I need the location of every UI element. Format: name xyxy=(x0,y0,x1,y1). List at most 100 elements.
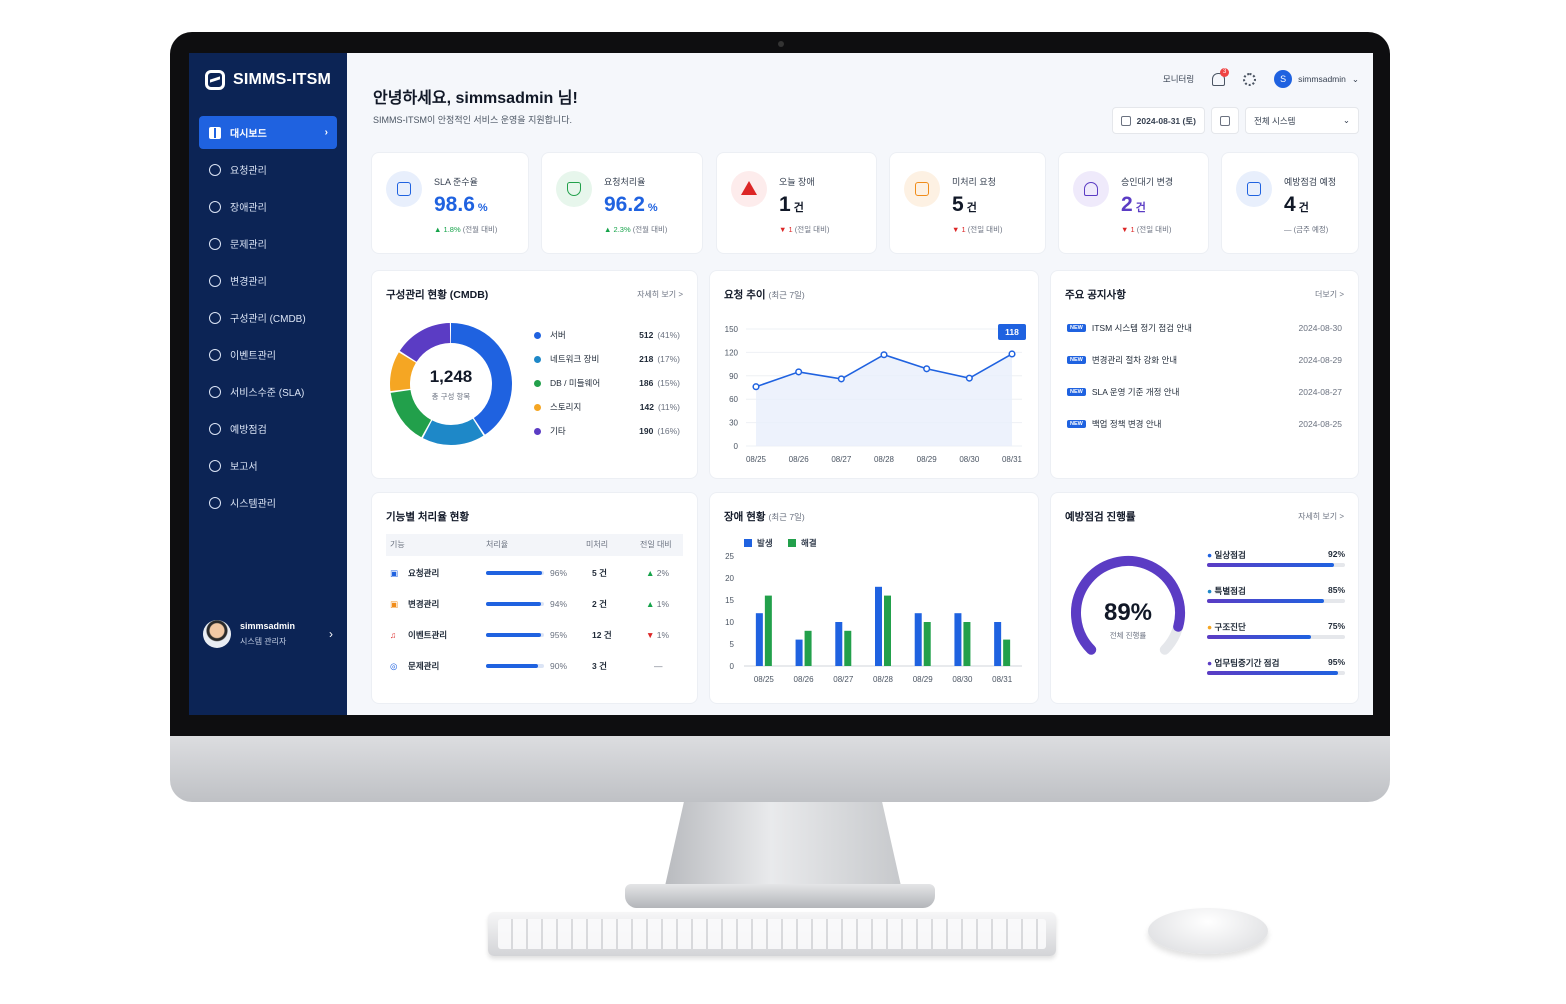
clipboard-calendar-icon xyxy=(1236,171,1272,207)
user-menu[interactable]: S simmsadmin ⌄ xyxy=(1274,70,1359,88)
notification-bell-icon[interactable]: 3 xyxy=(1212,67,1230,86)
notice-date: 2024-08-27 xyxy=(1298,387,1342,397)
sidebar-item-incident[interactable]: 장애관리 xyxy=(199,190,337,223)
system-select[interactable]: 전체 시스템 ⌄ xyxy=(1245,107,1359,134)
rate-bar-fill xyxy=(486,664,539,668)
line-area xyxy=(756,353,1012,446)
row-delta: ▼ 1% xyxy=(646,624,669,646)
kpi-number: 1 xyxy=(779,193,791,216)
request-trend-chart: 0 30 60 90 120 150 08/25 08/26 08/27 08/28 08/29 08… xyxy=(725,323,1026,464)
progress-track xyxy=(1207,635,1345,639)
rate-bar-fill xyxy=(486,571,542,575)
donut-slice xyxy=(390,323,512,445)
column-header: 처리율 xyxy=(486,540,509,549)
notice-item[interactable]: NEW 변경관리 절차 강화 안내 2024-08-29 xyxy=(1067,353,1342,367)
kpi-request-rate[interactable]: 요청처리율 96.2% ▲ 2.3% (전월 대비) xyxy=(541,152,703,254)
sidebar-item-event[interactable]: 이벤트관리 xyxy=(199,338,337,371)
legend-value: 512 xyxy=(639,330,654,340)
rate-bar xyxy=(486,571,544,575)
user-profile[interactable]: simmsadmin 시스템 관리자 › xyxy=(203,616,333,652)
bell-icon xyxy=(1084,182,1098,196)
y-tick-label: 10 xyxy=(725,618,734,627)
calendar-icon xyxy=(1220,115,1230,126)
bar xyxy=(764,595,772,666)
kpi-delta-note: (금주 예정) xyxy=(1293,225,1329,234)
sidebar-item-dashboard[interactable]: 대시보드 › xyxy=(199,116,337,149)
clipboard-icon xyxy=(1247,182,1261,196)
legend-value: 142 xyxy=(639,402,654,412)
bar xyxy=(795,639,803,666)
logo-icon xyxy=(205,70,225,90)
notice-item[interactable]: NEW SLA 운영 기준 개정 안내 2024-08-27 xyxy=(1067,385,1342,399)
notices-card: 주요 공지사항 더보기 > NEW ITSM 시스템 정기 점검 안내 2024-0… xyxy=(1050,270,1359,479)
trend-down-icon: ▼ xyxy=(779,225,787,234)
sidebar-item-cmdb[interactable]: 구성관리 (CMDB) xyxy=(199,301,337,334)
notice-item[interactable]: NEW ITSM 시스템 정기 점검 안내 2024-08-30 xyxy=(1067,321,1342,335)
sidebar-item-change[interactable]: 변경관리 xyxy=(199,264,337,297)
sidebar-item-report[interactable]: 보고서 xyxy=(199,449,337,482)
card-title: 주요 공지사항 xyxy=(1065,289,1126,301)
progress-label: 특별점검 xyxy=(1214,586,1246,596)
gauge-fill xyxy=(1071,556,1185,655)
calendar-button[interactable] xyxy=(1211,107,1239,134)
notices-more-link[interactable]: 더보기 > xyxy=(1315,290,1344,299)
data-point xyxy=(923,365,931,373)
date-picker[interactable]: 2024-08-31 (토) xyxy=(1111,107,1205,134)
keyboard-keys xyxy=(498,919,1046,949)
kpi-label: 오늘 장애 xyxy=(779,177,815,187)
progress-track xyxy=(1207,671,1345,675)
progress-item: ● 업무팀중기간 점검 95% xyxy=(1207,657,1345,675)
value-callout xyxy=(998,323,1026,340)
bar xyxy=(994,622,1002,666)
notice-item[interactable]: NEW 백업 정책 변경 안내 2024-08-25 xyxy=(1067,417,1342,431)
rate-bar xyxy=(486,664,544,668)
chevron-right-icon: › xyxy=(329,627,333,641)
kpi-delta-note: (전월 대비) xyxy=(632,225,668,234)
preventive-detail-link[interactable]: 자세히 보기 > xyxy=(1298,512,1344,521)
row-name: 문제관리 xyxy=(408,661,440,671)
legend-item: 기타 190 (16%) xyxy=(534,423,680,439)
top-bar: 모니터링 3 S simmsadmin ⌄ xyxy=(1162,67,1359,88)
legend-item: 서버 512 (41%) xyxy=(534,327,680,343)
gear-icon xyxy=(209,496,221,509)
sidebar-item-problem[interactable]: 문제관리 xyxy=(199,227,337,260)
bar xyxy=(914,613,922,666)
cmdb-detail-link[interactable]: 자세히 보기 > xyxy=(637,290,683,299)
kpi-delta-value: 1.8% xyxy=(443,225,461,234)
kpi-label: 승인대기 변경 xyxy=(1121,177,1174,187)
kpi-sla[interactable]: SLA 준수율 98.6% ▲ 1.8% (전월 대비) xyxy=(371,152,529,254)
x-tick-label: 08/31 xyxy=(992,675,1013,684)
table-row[interactable]: ▣ 요청관리 96% 5 건 ▲ 2% xyxy=(386,562,683,584)
sidebar-item-inspection[interactable]: 예방점검 xyxy=(199,412,337,445)
sidebar-item-request[interactable]: 요청관리 xyxy=(199,153,337,186)
x-tick-label: 08/30 xyxy=(952,675,973,684)
app-logo[interactable]: SIMMS-ITSM xyxy=(205,70,331,90)
kpi-delta-value: 2.3% xyxy=(613,225,631,234)
table-row[interactable]: ◎ 문제관리 90% 3 건 — xyxy=(386,655,683,677)
sidebar-item-label: 구성관리 (CMDB) xyxy=(230,314,306,325)
sidebar-item-sla[interactable]: 서비스수준 (SLA) xyxy=(199,375,337,408)
card-title: 기능별 처리율 현황 xyxy=(386,511,470,523)
table-row[interactable]: ▣ 변경관리 94% 2 건 ▲ 1% xyxy=(386,593,683,615)
gauge-value: 89% xyxy=(1104,599,1152,626)
notification-badge: 3 xyxy=(1220,67,1230,77)
user-role: 시스템 관리자 xyxy=(240,637,287,646)
user-menu-name: simmsadmin xyxy=(1298,74,1346,84)
settings-gear-icon[interactable] xyxy=(1243,72,1257,86)
monitoring-link[interactable]: 모니터링 xyxy=(1162,74,1195,84)
kpi-unit: % xyxy=(477,202,488,214)
bar xyxy=(875,586,882,666)
sidebar-item-system[interactable]: 시스템관리 xyxy=(199,486,337,519)
progress-pct: 75% xyxy=(1327,621,1345,631)
table-row[interactable]: ♫ 이벤트관리 95% 12 건 ▼ 1% xyxy=(386,624,683,646)
card-title: 요청 추이 (최근 7일) xyxy=(724,287,805,302)
progress-fill xyxy=(1207,671,1339,675)
kpi-delta-value: 1 xyxy=(961,225,966,234)
legend-dot xyxy=(534,379,541,387)
trend-flat-icon: — xyxy=(1284,225,1292,234)
